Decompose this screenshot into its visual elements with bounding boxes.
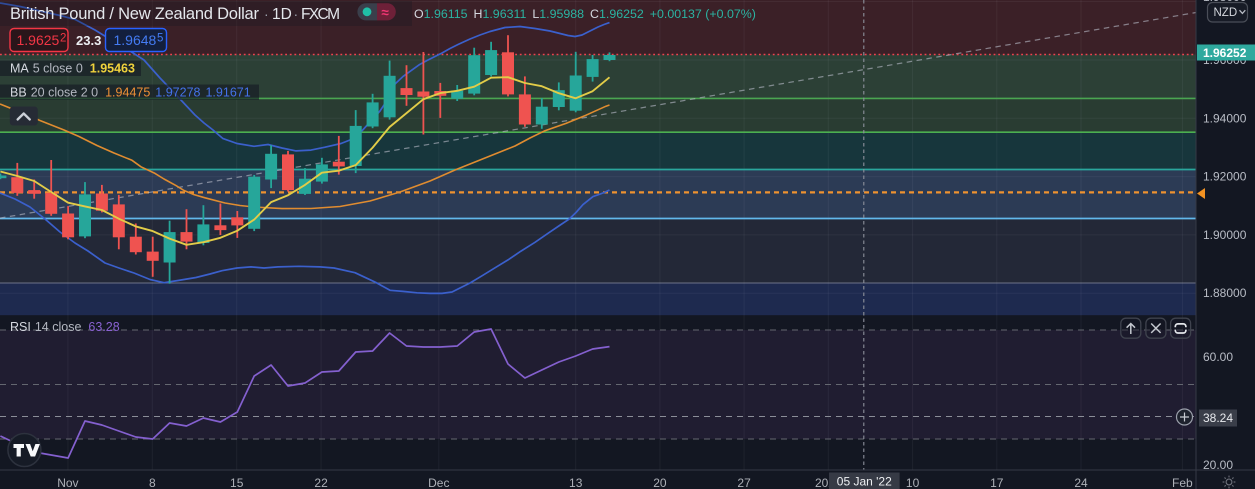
svg-text:13: 13 xyxy=(569,476,583,489)
svg-text:·: · xyxy=(264,6,269,22)
svg-text:1.88000: 1.88000 xyxy=(1203,286,1247,300)
svg-text:17: 17 xyxy=(990,476,1004,489)
svg-text:15: 15 xyxy=(230,476,244,489)
svg-text:1.9648: 1.9648 xyxy=(114,32,157,48)
svg-text:Feb: Feb xyxy=(1172,476,1193,489)
svg-text:1D: 1D xyxy=(272,6,292,23)
svg-text:1.90000: 1.90000 xyxy=(1203,228,1247,242)
svg-text:1.92000: 1.92000 xyxy=(1203,170,1247,184)
svg-text:22: 22 xyxy=(314,476,328,489)
svg-text:Nov: Nov xyxy=(57,476,78,489)
svg-text:20: 20 xyxy=(653,476,667,489)
svg-text:8: 8 xyxy=(149,476,156,489)
svg-text:·: · xyxy=(294,6,299,22)
svg-text:05 Jan '22: 05 Jan '22 xyxy=(837,475,892,489)
svg-text:27: 27 xyxy=(737,476,751,489)
svg-text:1.96252: 1.96252 xyxy=(1203,46,1247,60)
svg-text:1.94000: 1.94000 xyxy=(1203,111,1247,125)
svg-text:20.00: 20.00 xyxy=(1203,458,1233,472)
svg-text:2: 2 xyxy=(60,33,66,45)
svg-text:≈: ≈ xyxy=(382,5,390,20)
svg-text:British Pound / New Zealand Do: British Pound / New Zealand Dollar xyxy=(10,5,260,23)
svg-text:Dec: Dec xyxy=(428,476,449,489)
svg-text:60.00: 60.00 xyxy=(1203,350,1233,364)
svg-text:23.3: 23.3 xyxy=(76,33,101,48)
svg-text:24: 24 xyxy=(1074,476,1088,489)
svg-text:NZD: NZD xyxy=(1214,7,1238,19)
svg-text:1.9625: 1.9625 xyxy=(17,32,60,48)
svg-text:FXCM: FXCM xyxy=(301,6,340,23)
svg-text:MA5 close 01.95463: MA 5 close 0 1.95463 xyxy=(10,62,135,76)
svg-text:38.24: 38.24 xyxy=(1203,411,1233,425)
svg-text:10: 10 xyxy=(906,476,920,489)
svg-text:5: 5 xyxy=(157,33,163,45)
